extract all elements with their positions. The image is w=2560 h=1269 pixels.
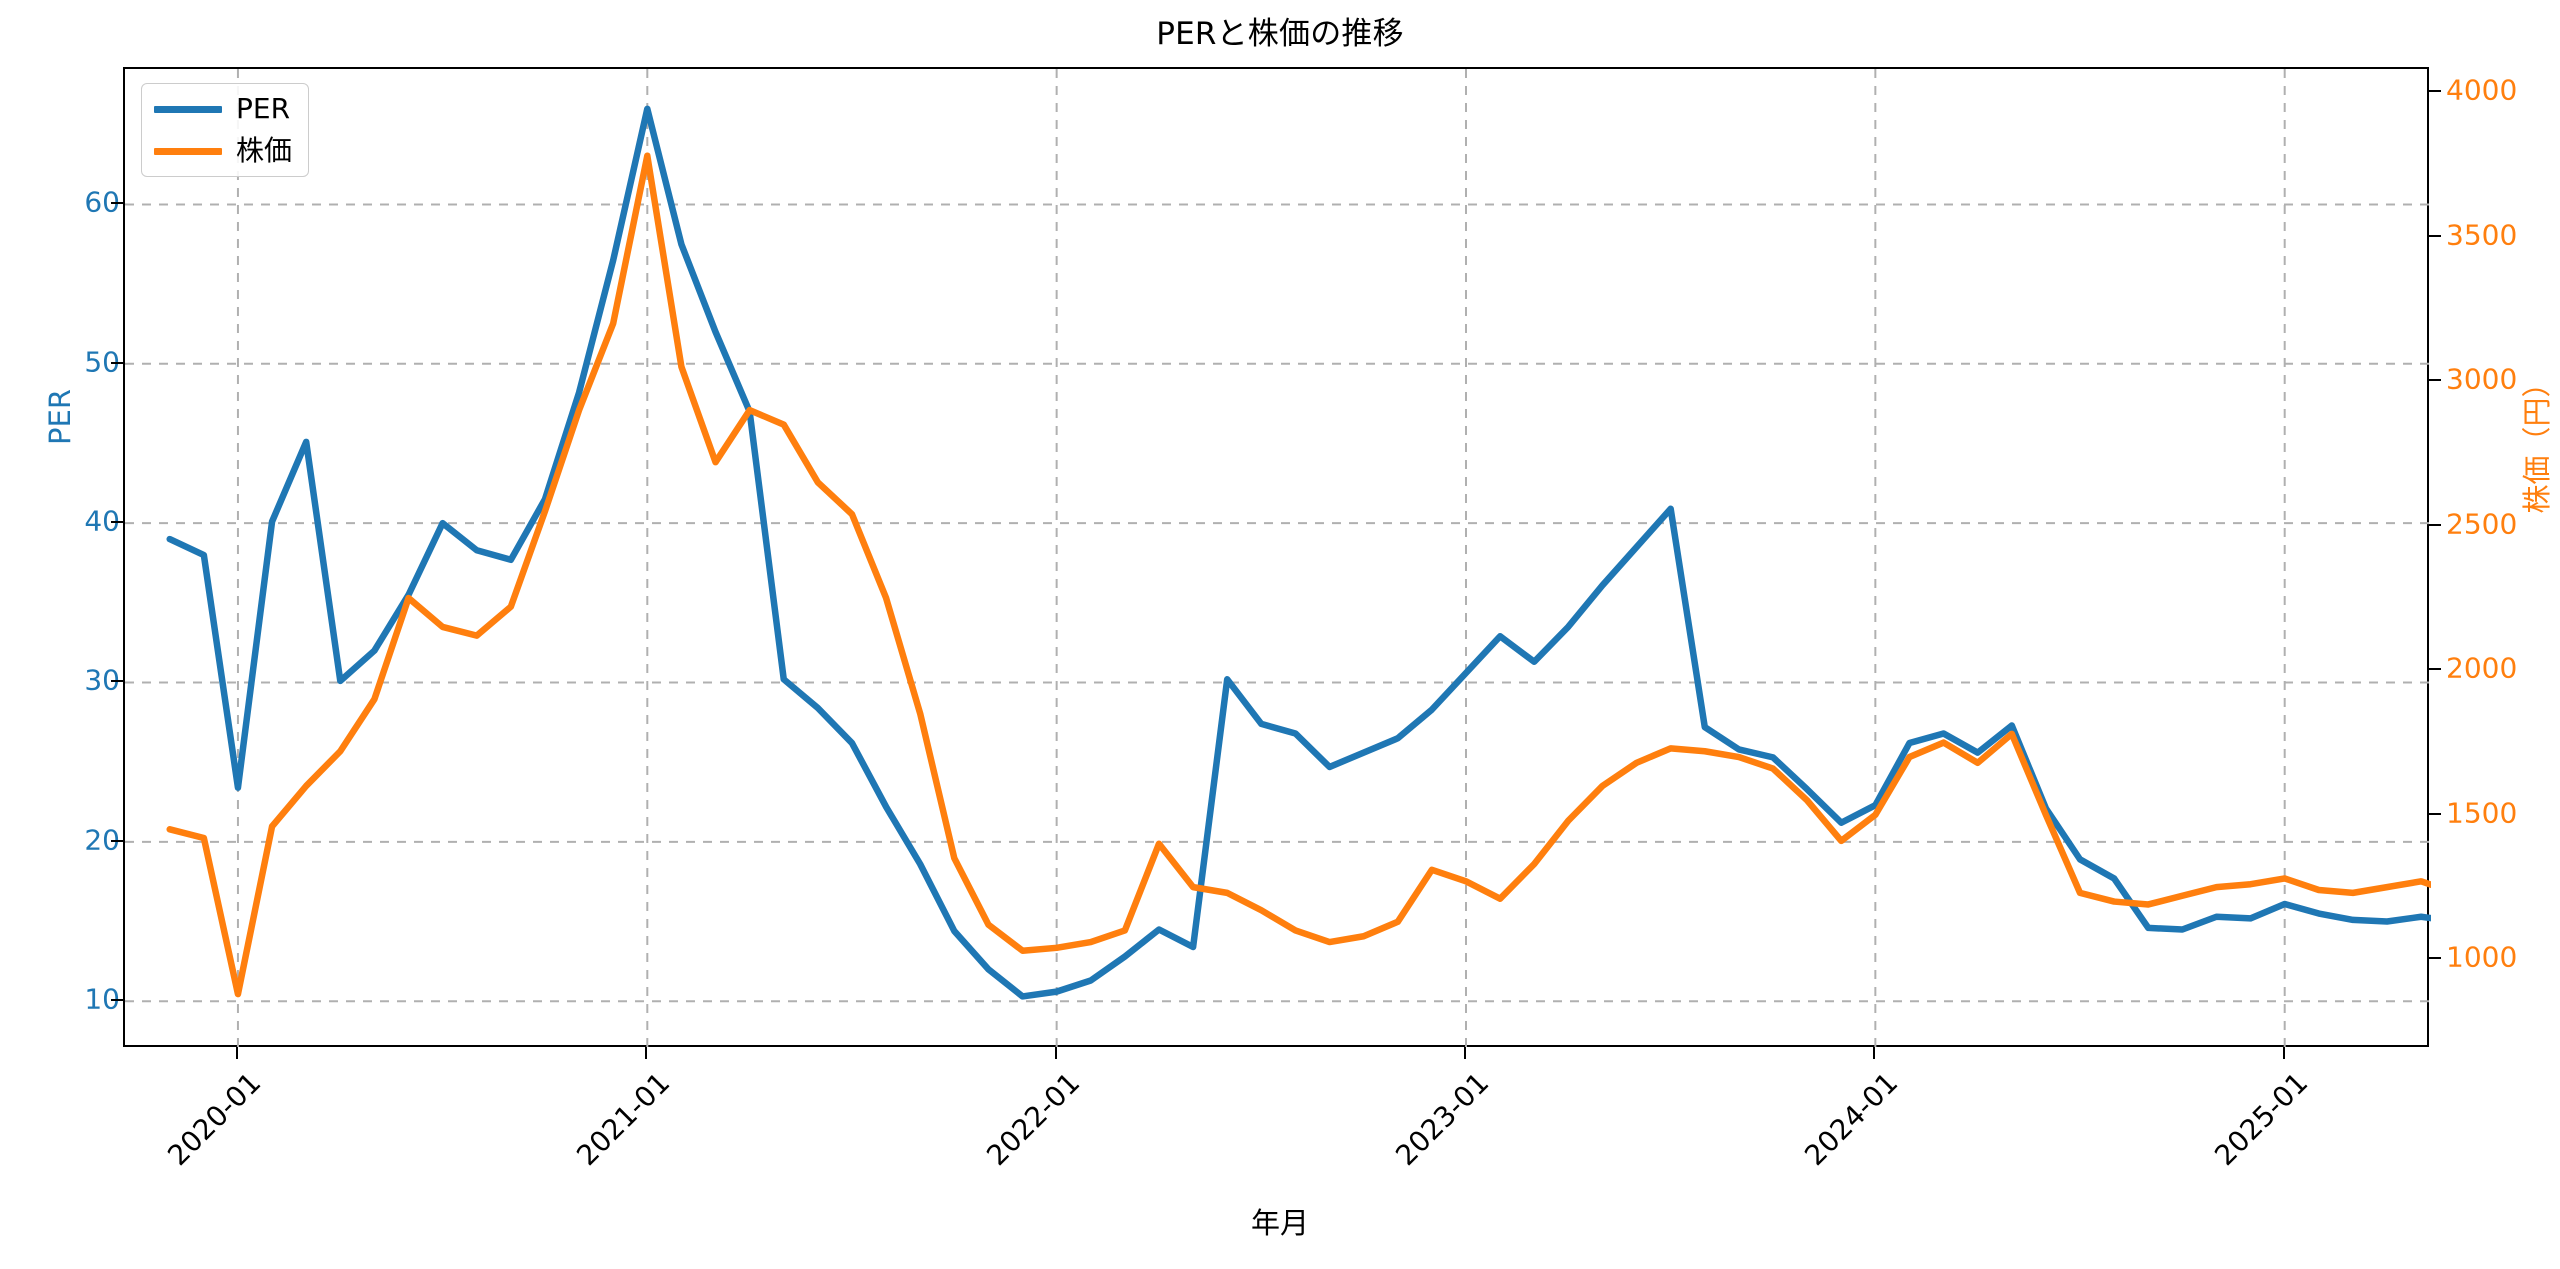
x-axis-label: 年月 bbox=[1250, 1206, 1309, 1240]
y-axis-right-tick: 3000 bbox=[2446, 362, 2518, 396]
series-line-price bbox=[166, 152, 2431, 998]
y-axis-left-tick: 30 bbox=[84, 663, 120, 697]
x-axis-tick-label: 2024-01 bbox=[1798, 1066, 1905, 1173]
y-axis-left-tick: 20 bbox=[84, 823, 120, 857]
legend-item-price[interactable]: 株価 bbox=[154, 136, 292, 166]
legend-swatch-price bbox=[154, 147, 222, 155]
y-axis-right-tick: 2000 bbox=[2446, 651, 2518, 685]
y-axis-right-tick: 1000 bbox=[2446, 940, 2518, 974]
y-axis-left-tick-mark bbox=[111, 839, 123, 842]
legend-item-per[interactable]: PER bbox=[154, 94, 292, 124]
y-axis-left-tick-mark bbox=[111, 361, 123, 364]
y-axis-right-tick-mark bbox=[2429, 234, 2441, 237]
y-axis-right-tick-mark bbox=[2429, 957, 2441, 960]
y-axis-right-tick-mark bbox=[2429, 523, 2441, 526]
y-axis-left-label: PER bbox=[43, 389, 77, 445]
chart-legend: PER 株価 bbox=[141, 83, 310, 177]
series-line-per bbox=[166, 105, 2431, 1000]
x-axis-tick-mark bbox=[1873, 1047, 1876, 1059]
y-axis-right-tick: 4000 bbox=[2446, 73, 2518, 107]
y-axis-left-tick-mark bbox=[111, 999, 123, 1002]
x-axis-tick-label: 2022-01 bbox=[979, 1066, 1086, 1173]
x-axis-tick-mark bbox=[235, 1047, 238, 1059]
legend-label-per: PER bbox=[236, 92, 291, 125]
y-axis-right-tick-mark bbox=[2429, 379, 2441, 382]
y-axis-left-tick: 60 bbox=[84, 185, 120, 219]
y-axis-right-tick-mark bbox=[2429, 90, 2441, 93]
x-axis-tick-mark bbox=[645, 1047, 648, 1059]
plot-svg bbox=[125, 69, 2431, 1049]
x-axis-tick-label: 2021-01 bbox=[570, 1066, 677, 1173]
y-axis-left-tick-mark bbox=[111, 680, 123, 683]
x-axis-tick-label: 2020-01 bbox=[161, 1066, 268, 1173]
x-axis-tick-mark bbox=[1464, 1047, 1466, 1059]
grid-lines bbox=[125, 69, 2431, 1049]
y-axis-right-tick-mark bbox=[2429, 812, 2441, 815]
legend-swatch-per bbox=[154, 105, 222, 113]
x-axis-tick-label: 2025-01 bbox=[2207, 1066, 2315, 1173]
legend-label-price: 株価 bbox=[236, 134, 293, 167]
data-series-lines bbox=[166, 105, 2431, 1000]
y-axis-right-tick: 1500 bbox=[2446, 796, 2518, 830]
x-axis-tick-mark bbox=[1054, 1047, 1057, 1059]
y-axis-left-tick-mark bbox=[111, 202, 123, 205]
y-axis-left-tick: 40 bbox=[84, 504, 120, 538]
y-axis-right-tick: 2500 bbox=[2446, 507, 2518, 541]
y-axis-left-tick-mark bbox=[111, 521, 123, 524]
y-axis-right-tick: 3500 bbox=[2446, 218, 2518, 252]
y-axis-left-tick: 10 bbox=[84, 982, 120, 1016]
y-axis-right-tick-mark bbox=[2429, 668, 2441, 671]
y-axis-right-label: 株価（円） bbox=[2520, 368, 2554, 514]
x-axis-tick-mark bbox=[2282, 1047, 2285, 1059]
chart-title: PERと株価の推移 bbox=[1156, 16, 1404, 52]
plot-area bbox=[123, 67, 2431, 1049]
x-axis-tick-label: 2023-01 bbox=[1389, 1066, 1496, 1173]
